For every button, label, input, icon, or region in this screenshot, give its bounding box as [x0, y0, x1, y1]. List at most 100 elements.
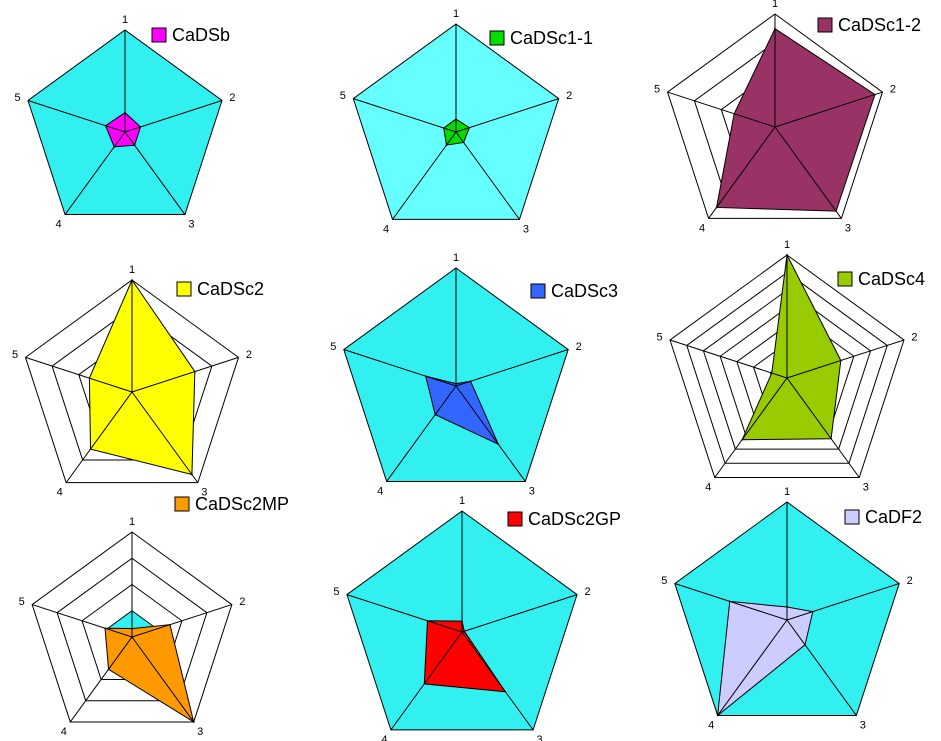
axis-spoke	[461, 631, 534, 731]
axis-label: 5	[14, 92, 20, 104]
radar-CaDSb: 1 2 3 4 5 CaDSb	[14, 14, 235, 230]
legend-swatch	[817, 17, 833, 33]
legend-swatch	[844, 509, 860, 525]
axis-spoke	[786, 619, 857, 716]
radar-CaDSc1-1: 1 2 3 4 5 CaDSc1-1	[340, 8, 593, 235]
axis-label: 2	[890, 84, 896, 96]
legend-label: CaDSc2MP	[195, 494, 289, 514]
axis-spoke	[786, 583, 900, 621]
data-polygon	[104, 111, 142, 148]
legend-label: CaDSc1-2	[838, 15, 921, 35]
axis-label: 4	[381, 734, 387, 741]
legend-swatch	[837, 271, 853, 287]
axis-spoke	[708, 126, 776, 219]
axis-spoke	[131, 604, 233, 638]
axis-spoke	[461, 594, 578, 633]
axis-label: 4	[56, 218, 62, 230]
axis-spoke	[390, 631, 463, 731]
axis-label: 1	[453, 8, 459, 20]
axis-spoke	[717, 619, 788, 716]
axis-label: 5	[19, 596, 25, 608]
axis-label: 1	[122, 14, 128, 26]
legend-label: CaDSc4	[858, 269, 925, 289]
axis-spoke	[31, 604, 133, 638]
axis-label: 5	[656, 332, 662, 344]
axis-label: 3	[537, 734, 543, 741]
legend-swatch	[507, 511, 523, 527]
legend-label: CaDSc2GP	[528, 509, 621, 529]
axis-label: 1	[129, 516, 135, 528]
radar-CaDSc4: 1 2 3 4 5 CaDSc4	[656, 239, 925, 493]
axis-label: 1	[453, 252, 459, 264]
axis-label: 1	[784, 239, 790, 251]
axis-spoke	[786, 377, 860, 478]
axis-spoke	[455, 131, 520, 220]
data-polygon	[88, 278, 196, 476]
legend-label: CaDSb	[172, 25, 230, 45]
axis-spoke	[343, 349, 457, 387]
axis-spoke	[774, 126, 842, 219]
axis-label: 1	[459, 495, 465, 507]
axis-label: 4	[708, 719, 714, 731]
axis-label: 2	[584, 586, 590, 598]
axis-label: 2	[239, 596, 245, 608]
axis-label: 3	[529, 485, 535, 497]
legend-swatch	[174, 496, 190, 512]
axis-label: 1	[772, 0, 778, 10]
axis-spoke	[667, 91, 776, 128]
axis-label: 3	[201, 487, 207, 499]
axis-spoke	[65, 391, 133, 483]
axis-spoke	[131, 636, 195, 723]
axis-label: 4	[383, 223, 389, 235]
axis-label: 3	[845, 222, 851, 234]
axis-label: 2	[907, 575, 913, 587]
axis-label: 2	[911, 332, 917, 344]
axis-label: 5	[654, 84, 660, 96]
axis-label: 4	[57, 487, 63, 499]
axis-label: 4	[377, 485, 383, 497]
axis-spoke	[455, 349, 569, 387]
data-polygon	[104, 624, 195, 724]
axis-label: 4	[61, 726, 67, 738]
axis-label: 3	[523, 223, 529, 235]
axis-label: 5	[12, 349, 18, 361]
axis-spoke	[714, 377, 788, 478]
axis-label: 5	[661, 575, 667, 587]
axis-spoke	[25, 356, 133, 393]
axis-spoke	[27, 100, 126, 133]
axis-spoke	[131, 356, 239, 393]
axis-spoke	[124, 131, 186, 215]
legend-swatch	[530, 283, 546, 299]
legend-label: CaDSc1-1	[510, 28, 593, 48]
axis-label: 4	[705, 481, 711, 493]
axis-label: 5	[330, 341, 336, 353]
axis-label: 2	[566, 90, 572, 102]
axis-spoke	[353, 98, 457, 133]
axis-label: 5	[340, 90, 346, 102]
legend-swatch	[489, 30, 505, 46]
axis-spoke	[69, 636, 133, 723]
legend-label: CaDF2	[865, 507, 922, 527]
axis-spoke	[455, 385, 526, 482]
axis-label: 3	[863, 481, 869, 493]
axis-label: 3	[197, 726, 203, 738]
axis-spoke	[124, 100, 223, 133]
axis-spoke	[674, 583, 788, 621]
radar-CaDSc2: 1 2 3 4 5 CaDSc2	[12, 264, 264, 499]
axis-label: 1	[784, 486, 790, 498]
axis-spoke	[392, 131, 457, 220]
legend-label: CaDSc3	[551, 281, 618, 301]
axis-spoke	[64, 131, 126, 215]
radar-CaDSc2GP: 1 2 3 4 5 CaDSc2GP	[333, 495, 621, 741]
legend-label: CaDSc2	[197, 279, 264, 299]
data-polygon	[741, 253, 842, 441]
axis-spoke	[346, 594, 463, 633]
axis-spoke	[131, 391, 199, 483]
legend-swatch	[176, 281, 192, 297]
axis-spoke	[455, 98, 559, 133]
axis-label: 1	[129, 264, 135, 276]
axis-label: 3	[860, 719, 866, 731]
axis-label: 2	[246, 349, 252, 361]
axis-spoke	[774, 91, 883, 128]
